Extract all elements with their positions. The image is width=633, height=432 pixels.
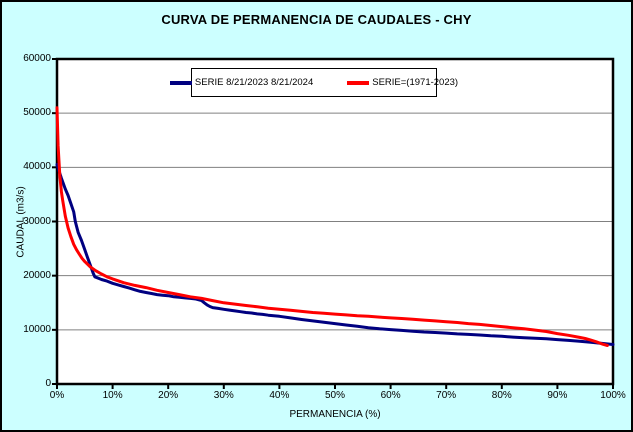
legend: SERIE 8/21/2023 8/21/2024 SERIE=(1971-20…	[169, 68, 458, 97]
x-tick-label: 0%	[49, 390, 65, 401]
x-tick-label: 90%	[547, 390, 568, 401]
y-tick-label: 10000	[23, 323, 51, 335]
x-tick-label: 80%	[491, 390, 512, 401]
y-tick-label: 30000	[23, 215, 51, 227]
legend-line-swatch-red	[347, 80, 370, 85]
x-tick-label: 30%	[213, 390, 234, 401]
legend-label: SERIE 8/21/2023 8/21/2024	[194, 77, 314, 88]
plot-border	[55, 57, 615, 386]
y-tick-label: 60000	[23, 53, 51, 64]
x-tick-label: 40%	[269, 390, 290, 401]
y-tick-label: 50000	[23, 107, 51, 119]
y-tick-label: 0	[45, 378, 51, 389]
x-tick-label: 10%	[102, 390, 123, 401]
x-tick-label: 20%	[158, 390, 179, 401]
y-tick-label: 20000	[23, 269, 51, 281]
y-tick-label: 40000	[23, 161, 51, 173]
y-axis-title: CAUDAL (m3/s)	[15, 186, 27, 258]
x-tick-label: 70%	[436, 390, 457, 401]
legend-line-swatch-blue	[169, 80, 192, 85]
legend-item-serie-1971-2023: SERIE=(1971-2023)	[347, 77, 458, 88]
series-line-0	[55, 163, 615, 346]
x-tick-label: 60%	[380, 390, 401, 401]
legend-item-serie-2023-2024: SERIE 8/21/2023 8/21/2024	[169, 77, 314, 88]
chart-title: CURVA DE PERMANENCIA DE CAUDALES - CHY	[161, 12, 472, 27]
series-line-1	[55, 106, 609, 347]
legend-label: SERIE=(1971-2023)	[372, 77, 459, 88]
x-tick-label: 50%	[324, 390, 345, 401]
x-axis-title: PERMANENCIA (%)	[289, 409, 381, 420]
x-tick-label: 100%	[600, 390, 626, 401]
